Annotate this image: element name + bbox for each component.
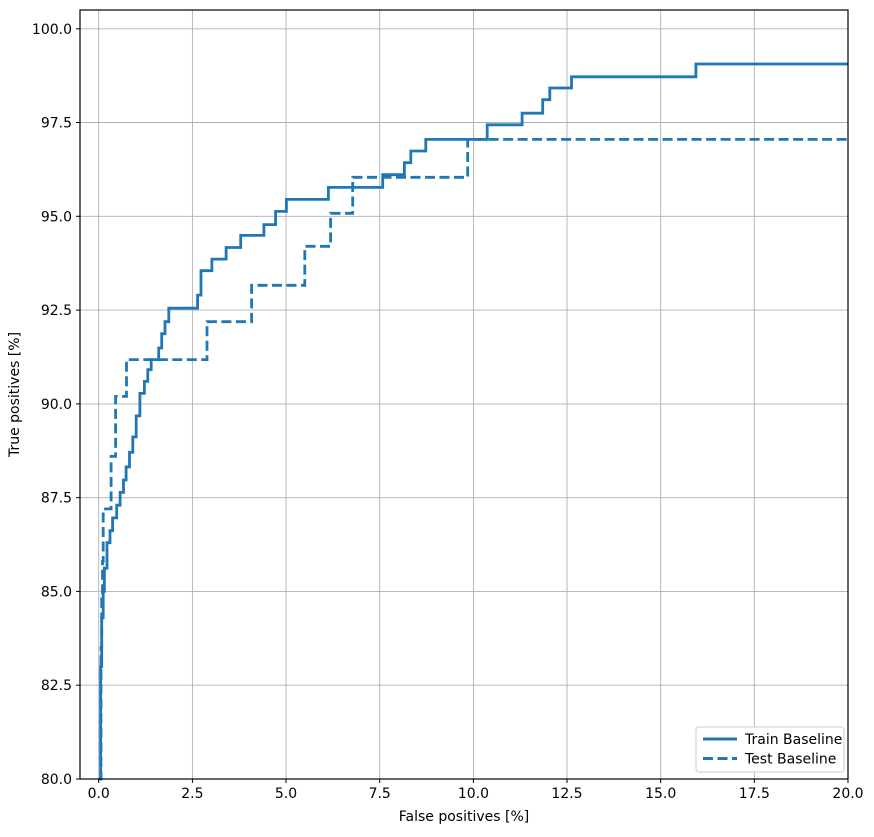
legend-test-label: Test Baseline [744,752,836,768]
gridlines [80,10,849,780]
series-lines [98,62,848,781]
x-tick-label: 12.5 [551,786,582,802]
x-tick-label: 20.0 [832,786,863,802]
series-line-test-baseline [98,138,848,781]
y-tick-label: 85.0 [41,584,72,600]
x-tick-label: 7.5 [369,786,391,802]
plot-border [79,9,849,780]
x-tick-label: 15.0 [645,786,676,802]
x-tick-label: 5.0 [275,786,297,802]
axis-ticks [76,28,849,783]
legend-train-label: Train Baseline [744,732,842,748]
x-tick-label: 17.5 [739,786,770,802]
x-tick-label: 2.5 [181,786,203,802]
y-tick-label: 92.5 [41,303,72,319]
y-tick-label: 87.5 [41,491,72,507]
y-tick-label: 97.5 [41,116,72,132]
y-tick-label: 100.0 [32,22,72,38]
y-tick-label: 90.0 [41,397,72,413]
x-tick-label: 10.0 [458,786,489,802]
y-axis-label: True positives [%] [7,332,23,458]
x-tick-label: 0.0 [88,786,110,802]
y-tick-label: 95.0 [41,209,72,225]
y-tick-label: 82.5 [41,678,72,694]
series-line-train-baseline [98,62,848,781]
axis-tick-labels: 0.0 2.5 5.0 7.5 10.0 12.5 15.0 17.5 20.0 80.0 82.5… [32,22,864,802]
legend: Train Baseline Test Baseline [695,726,845,773]
y-tick-label: 80.0 [41,772,72,788]
x-axis-label: False positives [%] [399,809,529,825]
